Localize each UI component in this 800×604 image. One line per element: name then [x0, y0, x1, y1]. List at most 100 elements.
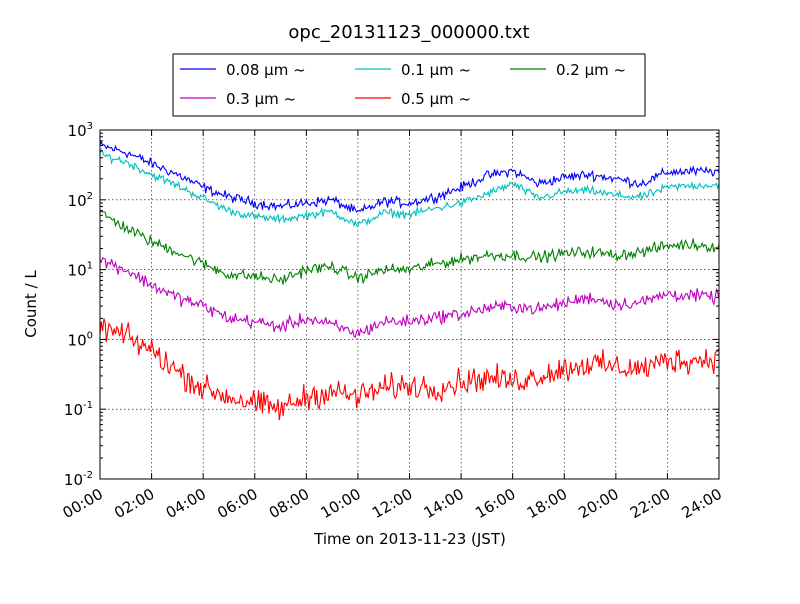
data-point	[228, 396, 229, 397]
data-point	[383, 269, 384, 270]
x-tick-label: 16:00	[472, 485, 518, 522]
data-point	[254, 276, 255, 277]
data-point	[332, 211, 333, 212]
data-point	[486, 255, 487, 256]
data-point	[383, 388, 384, 389]
y-tick-label: 103	[68, 121, 93, 140]
data-point	[667, 293, 668, 294]
y-tick-label: 100	[68, 330, 93, 349]
legend-box	[172, 53, 646, 117]
data-point	[332, 325, 333, 326]
data-point	[306, 396, 307, 397]
data-point	[151, 284, 152, 285]
y-tick-label: 101	[68, 261, 93, 280]
data-point	[615, 178, 616, 179]
data-point	[125, 336, 126, 337]
data-point	[254, 321, 255, 322]
x-tick-label: 06:00	[214, 485, 260, 522]
data-point	[306, 215, 307, 216]
data-point	[125, 161, 126, 162]
data-point	[357, 212, 358, 213]
data-point	[383, 201, 384, 202]
data-point	[667, 187, 668, 188]
data-point	[486, 194, 487, 195]
chart-title: opc_20131123_000000.txt	[288, 22, 529, 43]
x-tick-label: 14:00	[421, 485, 467, 522]
data-point	[486, 175, 487, 176]
data-point	[589, 297, 590, 298]
data-point	[228, 274, 229, 275]
grid	[100, 130, 719, 479]
data-point	[203, 305, 204, 306]
data-point	[512, 170, 513, 171]
y-tick-label: 10-1	[64, 400, 93, 419]
data-point	[460, 259, 461, 260]
data-point	[615, 195, 616, 196]
data-point	[641, 183, 642, 184]
series-line	[99, 209, 720, 285]
data-point	[203, 263, 204, 264]
data-point	[280, 219, 281, 220]
data-point	[203, 187, 204, 188]
data-point	[693, 295, 694, 296]
data-point	[203, 388, 204, 389]
data-point	[641, 368, 642, 369]
data-point	[512, 255, 513, 256]
ticks	[99, 129, 720, 480]
legend-label: 0.3 μm ~	[226, 90, 296, 108]
data-point	[615, 255, 616, 256]
data-point	[151, 350, 152, 351]
data-point	[228, 196, 229, 197]
data-point	[538, 198, 539, 199]
data-point	[693, 171, 694, 172]
data-point	[435, 263, 436, 264]
data-point	[151, 241, 152, 242]
y-axis-label: Count / L	[22, 270, 40, 338]
data-point	[383, 321, 384, 322]
series-line	[99, 256, 720, 338]
data-point	[589, 190, 590, 191]
data-point	[460, 381, 461, 382]
data-point	[667, 245, 668, 246]
data-point	[125, 227, 126, 228]
data-point	[125, 269, 126, 270]
data-point	[564, 303, 565, 304]
x-tick-label: 00:00	[60, 485, 106, 522]
data-point	[564, 191, 565, 192]
data-point	[203, 198, 204, 199]
data-point	[512, 381, 513, 382]
x-tick-label: 10:00	[317, 485, 363, 522]
data-point	[641, 251, 642, 252]
data-point	[357, 333, 358, 334]
legend-label: 0.5 μm ~	[401, 90, 471, 108]
data-point	[564, 253, 565, 254]
x-tick-label: 18:00	[524, 485, 570, 522]
data-point	[254, 202, 255, 203]
y-tick-label: 10-2	[64, 470, 93, 489]
data-point	[512, 183, 513, 184]
data-point	[512, 305, 513, 306]
series-line	[99, 140, 720, 213]
data-point	[177, 297, 178, 298]
data-point	[357, 396, 358, 397]
data-point	[280, 280, 281, 281]
data-point	[693, 185, 694, 186]
data-point	[254, 216, 255, 217]
data-point	[280, 327, 281, 328]
data-point	[435, 316, 436, 317]
data-point	[409, 269, 410, 270]
data-point	[667, 171, 668, 172]
data-point	[564, 368, 565, 369]
data-point	[486, 308, 487, 309]
data-point	[306, 269, 307, 270]
data-point	[460, 202, 461, 203]
data-point	[332, 199, 333, 200]
data-point	[615, 304, 616, 305]
y-tick-label: 102	[68, 191, 93, 210]
data-point	[409, 385, 410, 386]
x-tick-label: 08:00	[266, 485, 312, 522]
data-point	[228, 318, 229, 319]
data-point	[693, 244, 694, 245]
x-tick-labels: 00:00 02:00 04:00 06:00 08:00 10:00 12:00 14:00…	[60, 485, 725, 522]
